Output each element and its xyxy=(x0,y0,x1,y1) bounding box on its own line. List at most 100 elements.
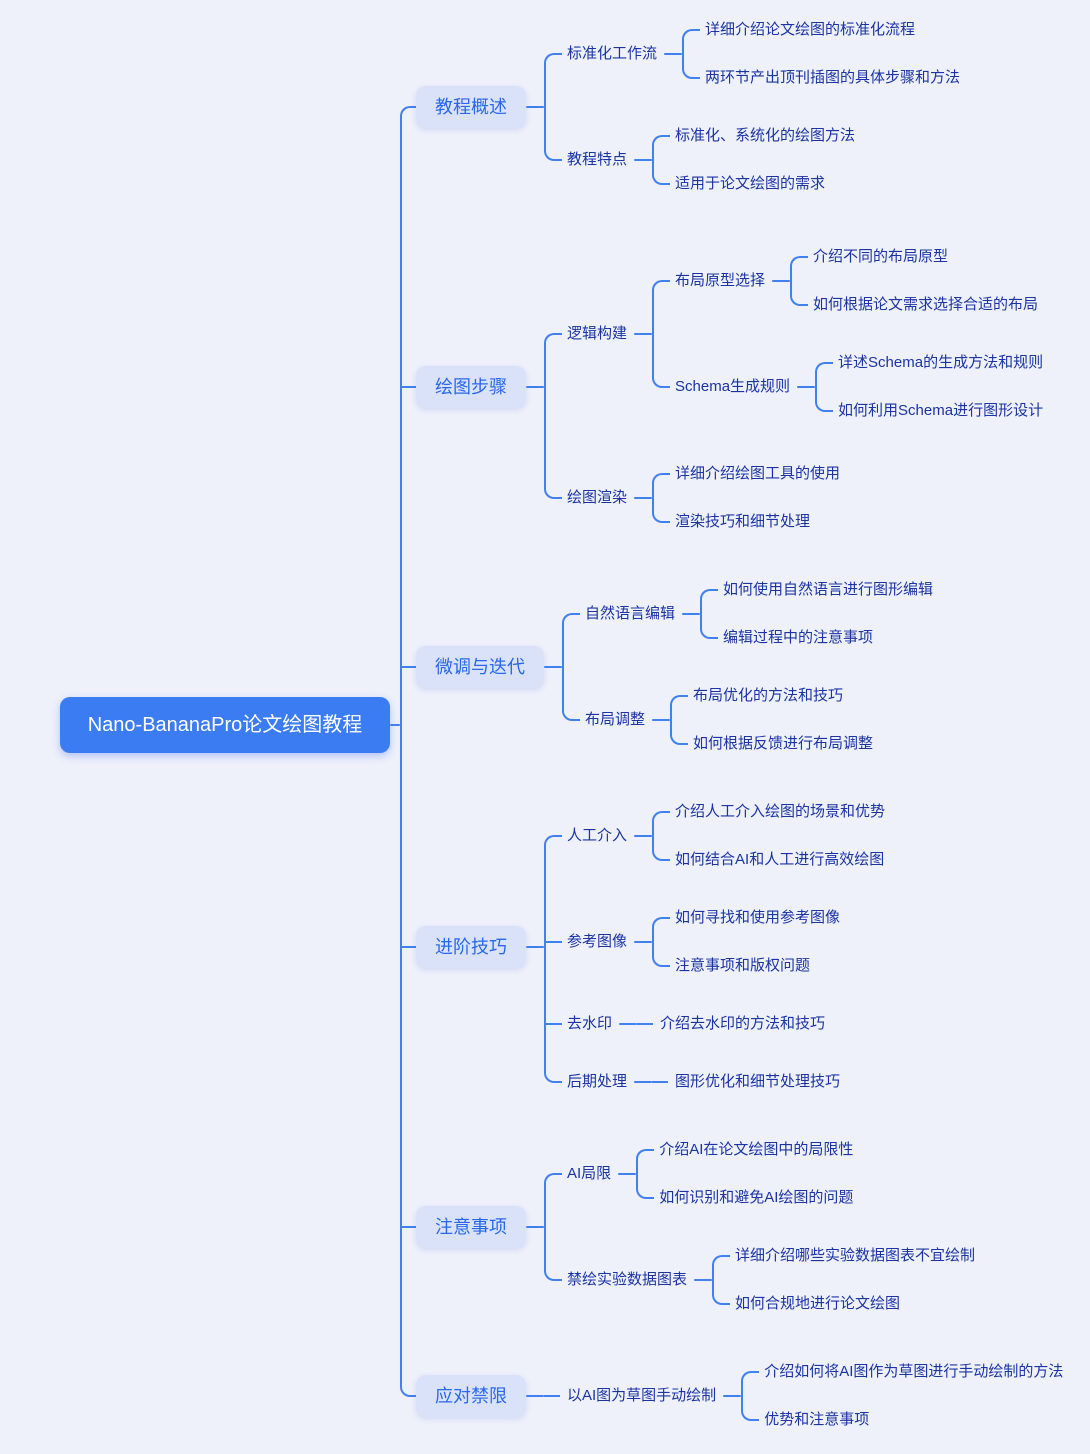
connector-stub xyxy=(634,1081,653,1083)
leaf-row: 如何利用Schema进行图形设计 xyxy=(815,387,1043,435)
detail-node[interactable]: 注意事项和版权问题 xyxy=(675,957,811,974)
topic-cautions[interactable]: 注意事项 xyxy=(416,1206,526,1248)
branch-group: 去水印 介绍去水印的方法和技巧 xyxy=(544,995,885,1053)
detail-node[interactable]: 标准化、系统化的绘图方法 xyxy=(675,127,856,144)
leaf-row: 优势和注意事项 xyxy=(741,1396,1063,1444)
detail-node[interactable]: 渲染技巧和细节处理 xyxy=(675,513,811,530)
subtopic-node[interactable]: 布局原型选择 xyxy=(675,272,766,289)
children-group: 介绍不同的布局原型 如何根据论文需求选择合适的布局 xyxy=(790,233,1038,329)
leaf-row: 适用于论文绘图的需求 xyxy=(652,160,855,208)
detail-node[interactable]: 图形优化和细节处理技巧 xyxy=(675,1073,841,1090)
connector-stub xyxy=(634,497,653,499)
branch-group: 参考图像 如何寻找和使用参考图像 注意事项和版权问题 xyxy=(544,889,885,995)
children-group: AI局限 介绍AI在论文绘图中的局限性 如何识别和避免AI绘图的问题 禁绘实验数… xyxy=(544,1121,975,1333)
detail-node[interactable]: 介绍不同的布局原型 xyxy=(813,248,949,265)
leaf-row: 如何根据反馈进行布局调整 xyxy=(670,720,873,768)
children-group: 如何寻找和使用参考图像 注意事项和版权问题 xyxy=(652,894,840,990)
detail-node[interactable]: 介绍人工介入绘图的场景和优势 xyxy=(675,803,886,820)
detail-node[interactable]: 详细介绍论文绘图的标准化流程 xyxy=(705,21,916,38)
leaf-row: 布局优化的方法和技巧 xyxy=(670,672,873,720)
detail-node[interactable]: 两环节产出顶刊插图的具体步骤和方法 xyxy=(705,69,961,86)
topic-advanced-tips[interactable]: 进阶技巧 xyxy=(416,926,526,968)
connector-stub xyxy=(526,1395,544,1397)
connector-stub xyxy=(526,946,544,948)
leaf-row: 介绍AI在论文绘图中的局限性 xyxy=(636,1126,853,1174)
root-branch: Nano-BananaPro论文绘图教程 教程概述 标准化工作流 详细介绍论 xyxy=(60,0,1063,1454)
leaf-row: 如何使用自然语言进行图形编辑 xyxy=(700,566,933,614)
branch-cautions: 注意事项 AI局限 介绍AI在论文绘图中的局限性 如何识别和避免AI绘图的问题 xyxy=(400,1116,1063,1338)
branch-group: 布局原型选择 介绍不同的布局原型 如何根据论文需求选择合适的布局 xyxy=(652,228,1043,334)
leaf-row: 详述Schema的生成方法和规则 xyxy=(815,339,1043,387)
leaf-row: 介绍如何将AI图作为草图进行手动绘制的方法 xyxy=(741,1348,1063,1396)
children-group: 详细介绍哪些实验数据图表不宜绘制 如何合规地进行论文绘图 xyxy=(712,1232,975,1328)
detail-node[interactable]: 优势和注意事项 xyxy=(764,1411,870,1428)
detail-node[interactable]: 如何结合AI和人工进行高效绘图 xyxy=(675,851,885,868)
subtopic-node[interactable]: 自然语言编辑 xyxy=(585,605,676,622)
subtopic-node[interactable]: 绘图渲染 xyxy=(567,489,628,506)
detail-node[interactable]: 如何合规地进行论文绘图 xyxy=(735,1295,901,1312)
detail-node[interactable]: 布局优化的方法和技巧 xyxy=(693,687,844,704)
children-group: 介绍如何将AI图作为草图进行手动绘制的方法 优势和注意事项 xyxy=(741,1348,1063,1444)
detail-node[interactable]: 编辑过程中的注意事项 xyxy=(723,629,874,646)
connector-stub xyxy=(723,1395,742,1397)
subtopic-node[interactable]: 逻辑构建 xyxy=(567,325,628,342)
branch-group: 禁绘实验数据图表 详细介绍哪些实验数据图表不宜绘制 如何合规地进行论文绘图 xyxy=(544,1227,975,1333)
children-group: 自然语言编辑 如何使用自然语言进行图形编辑 编辑过程中的注意事项 布局调整 xyxy=(562,561,933,773)
connector-stub xyxy=(634,941,653,943)
topic-drawing-steps[interactable]: 绘图步骤 xyxy=(416,366,526,408)
subtopic-node[interactable]: AI局限 xyxy=(567,1165,612,1182)
detail-node[interactable]: 如何使用自然语言进行图形编辑 xyxy=(723,581,934,598)
children-group: 详细介绍绘图工具的使用 渲染技巧和细节处理 xyxy=(652,450,840,546)
detail-node[interactable]: 如何寻找和使用参考图像 xyxy=(675,909,841,926)
branch-group: 逻辑构建 布局原型选择 介绍不同的布局原型 xyxy=(544,223,1043,445)
subtopic-node[interactable]: 以AI图为草图手动绘制 xyxy=(567,1387,717,1404)
subtopic-node[interactable]: 人工介入 xyxy=(567,827,628,844)
subtopic-node[interactable]: 教程特点 xyxy=(567,151,628,168)
detail-node[interactable]: 详细介绍绘图工具的使用 xyxy=(675,465,841,482)
branch-group: 布局调整 布局优化的方法和技巧 如何根据反馈进行布局调整 xyxy=(562,667,933,773)
children-group: 详细介绍论文绘图的标准化流程 两环节产出顶刊插图的具体步骤和方法 xyxy=(682,6,960,102)
branch-drawing-steps: 绘图步骤 逻辑构建 布局原型选择 xyxy=(400,218,1063,556)
subtopic-node[interactable]: 去水印 xyxy=(567,1015,613,1032)
leaf-row: 注意事项和版权问题 xyxy=(652,942,840,990)
branch-group: 自然语言编辑 如何使用自然语言进行图形编辑 编辑过程中的注意事项 xyxy=(562,561,933,667)
detail-node[interactable]: 介绍AI在论文绘图中的局限性 xyxy=(659,1141,854,1158)
branch-tutorial-overview: 教程概述 标准化工作流 详细介绍论文绘图的标准化流程 两环节产出顶刊插图的具体步… xyxy=(400,0,1063,218)
children-group: 标准化工作流 详细介绍论文绘图的标准化流程 两环节产出顶刊插图的具体步骤和方法 … xyxy=(544,1,960,213)
mindmap-canvas: Nano-BananaPro论文绘图教程 教程概述 标准化工作流 详细介绍论 xyxy=(60,0,1063,1454)
connector-stub xyxy=(618,1173,637,1175)
detail-node[interactable]: 如何识别和避免AI绘图的问题 xyxy=(659,1189,854,1206)
subtopic-node[interactable]: 标准化工作流 xyxy=(567,45,658,62)
detail-node[interactable]: 如何利用Schema进行图形设计 xyxy=(838,402,1044,419)
leaf-row: 如何寻找和使用参考图像 xyxy=(652,894,840,942)
leaf-row: 渲染技巧和细节处理 xyxy=(652,498,840,546)
subtopic-node[interactable]: 布局调整 xyxy=(585,711,646,728)
connector-stub xyxy=(694,1279,713,1281)
subtopic-node[interactable]: 禁绘实验数据图表 xyxy=(567,1271,688,1288)
connector-stub xyxy=(634,835,653,837)
branch-handle-restrictions: 应对禁限 以AI图为草图手动绘制 介绍如何将AI图作为草图进行手动绘制的方法 优… xyxy=(400,1338,1063,1454)
children-group: 图形优化和细节处理技巧 xyxy=(652,1058,840,1106)
detail-node[interactable]: 如何根据反馈进行布局调整 xyxy=(693,735,874,752)
subtopic-node[interactable]: 后期处理 xyxy=(567,1073,628,1090)
subtopic-node[interactable]: 参考图像 xyxy=(567,933,628,950)
topic-tutorial-overview[interactable]: 教程概述 xyxy=(416,86,526,128)
topic-finetune-iterate[interactable]: 微调与迭代 xyxy=(416,646,544,688)
detail-node[interactable]: 详述Schema的生成方法和规则 xyxy=(838,354,1044,371)
detail-node[interactable]: 介绍去水印的方法和技巧 xyxy=(660,1015,826,1032)
detail-node[interactable]: 如何根据论文需求选择合适的布局 xyxy=(813,296,1039,313)
leaf-row: 图形优化和细节处理技巧 xyxy=(652,1058,840,1106)
topic-handle-restrictions[interactable]: 应对禁限 xyxy=(416,1375,526,1417)
subtopic-node[interactable]: Schema生成规则 xyxy=(675,378,791,395)
detail-node[interactable]: 详细介绍哪些实验数据图表不宜绘制 xyxy=(735,1247,976,1264)
children-group: 介绍AI在论文绘图中的局限性 如何识别和避免AI绘图的问题 xyxy=(636,1126,853,1222)
root-node[interactable]: Nano-BananaPro论文绘图教程 xyxy=(60,697,390,753)
branch-group: 人工介入 介绍人工介入绘图的场景和优势 如何结合AI和人工进行高效绘图 xyxy=(544,783,885,889)
connector-stub xyxy=(390,724,400,726)
leaf-row: 介绍人工介入绘图的场景和优势 xyxy=(652,788,885,836)
detail-node[interactable]: 适用于论文绘图的需求 xyxy=(675,175,826,192)
detail-node[interactable]: 介绍如何将AI图作为草图进行手动绘制的方法 xyxy=(764,1363,1064,1380)
branch-group: 教程特点 标准化、系统化的绘图方法 适用于论文绘图的需求 xyxy=(544,107,960,213)
children-group: 如何使用自然语言进行图形编辑 编辑过程中的注意事项 xyxy=(700,566,933,662)
leaf-row: 介绍去水印的方法和技巧 xyxy=(637,1000,825,1048)
